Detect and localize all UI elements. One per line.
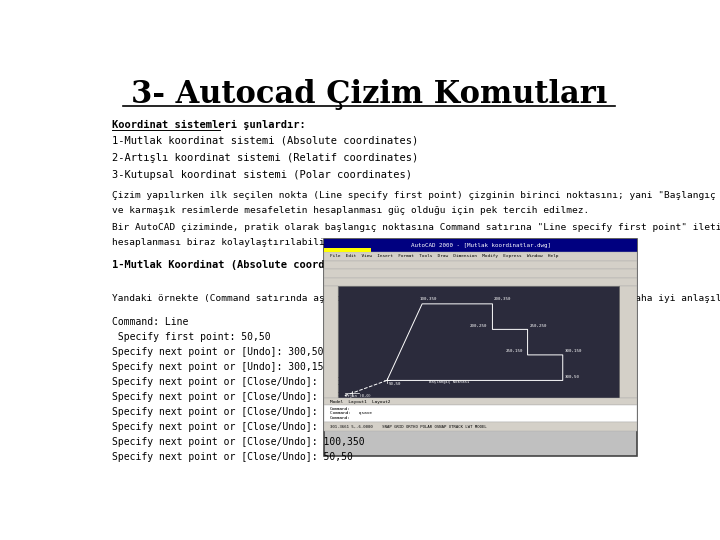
FancyBboxPatch shape xyxy=(338,286,619,399)
Text: Bir AutoCAD çiziminde, pratik olarak başlangıç noktasına Command satırına "Line : Bir AutoCAD çiziminde, pratik olarak baş… xyxy=(112,223,720,232)
Text: Specify next point or [Close/Undo]: 200,250: Specify next point or [Close/Undo]: 200,… xyxy=(112,407,365,417)
Text: Başlangıç Noktası: Başlangıç Noktası xyxy=(429,381,469,384)
Text: 200,250: 200,250 xyxy=(470,323,487,328)
FancyBboxPatch shape xyxy=(324,261,637,269)
Text: Specify next point or [Close/Undo]: 200,350: Specify next point or [Close/Undo]: 200,… xyxy=(112,422,365,432)
Text: 1-Mutlak Koordinat (Absolute coordinates) Sistemi İle Çizim: 1-Mutlak Koordinat (Absolute coordinates… xyxy=(112,258,481,270)
FancyBboxPatch shape xyxy=(324,399,637,405)
FancyBboxPatch shape xyxy=(324,239,637,456)
Text: 100,350: 100,350 xyxy=(419,298,437,301)
Text: Specify next point or [Close/Undo]: 250,150: Specify next point or [Close/Undo]: 250,… xyxy=(112,377,365,387)
Text: Specify next point or [Close/Undo]: 250,250: Specify next point or [Close/Undo]: 250,… xyxy=(112,392,365,402)
FancyBboxPatch shape xyxy=(324,239,637,252)
FancyBboxPatch shape xyxy=(619,286,637,399)
FancyBboxPatch shape xyxy=(324,405,637,422)
FancyBboxPatch shape xyxy=(324,247,372,252)
Text: Koordinat sistemleri şunlardır:: Koordinat sistemleri şunlardır: xyxy=(112,120,306,130)
Text: 3-Kutupsal koordinat sistemi (Polar coordinates): 3-Kutupsal koordinat sistemi (Polar coor… xyxy=(112,171,413,180)
Text: Model  Layout1  Layout2: Model Layout1 Layout2 xyxy=(330,400,390,403)
FancyBboxPatch shape xyxy=(324,422,637,431)
Text: Çizim yapılırken ilk seçilen nokta (Line specify first point) çizginin birinci n: Çizim yapılırken ilk seçilen nokta (Line… xyxy=(112,191,720,200)
Text: 1-Mutlak koordinat sistemi (Absolute coordinates): 1-Mutlak koordinat sistemi (Absolute coo… xyxy=(112,136,418,145)
Text: 250,150: 250,150 xyxy=(505,349,523,353)
Text: 3- Autocad Çizim Komutları: 3- Autocad Çizim Komutları xyxy=(131,79,607,110)
Text: AutoCAD 2000 - [Mutlak koordinatlar.dwg]: AutoCAD 2000 - [Mutlak koordinatlar.dwg] xyxy=(410,243,551,248)
Text: 250,250: 250,250 xyxy=(529,323,546,328)
Text: Specify next point or [Undo]: 300,150: Specify next point or [Undo]: 300,150 xyxy=(112,362,330,372)
FancyBboxPatch shape xyxy=(324,269,637,278)
Text: 200,350: 200,350 xyxy=(494,298,512,301)
Text: Command:
Command:   qsave
Command:: Command: Command: qsave Command: xyxy=(330,407,372,420)
Text: 300,50: 300,50 xyxy=(564,375,580,379)
Text: Specify next point or [Close/Undo]: 100,350: Specify next point or [Close/Undo]: 100,… xyxy=(112,437,365,447)
Text: Command: Line: Command: Line xyxy=(112,317,189,327)
Text: Specify first point: 50,50: Specify first point: 50,50 xyxy=(112,332,271,342)
Text: Specify next point or [Undo]: 300,50: Specify next point or [Undo]: 300,50 xyxy=(112,347,324,357)
FancyBboxPatch shape xyxy=(324,286,338,399)
Text: ve karmaşık resimlerde mesafeletin hesaplanması güç olduğu için pek tercih edilm: ve karmaşık resimlerde mesafeletin hesap… xyxy=(112,206,590,215)
FancyBboxPatch shape xyxy=(324,278,637,286)
Text: 300,150: 300,150 xyxy=(564,349,582,353)
Text: Yandaki örnekte (Command satırında aşağıdaki mesafeler girilerek mutlak koordina: Yandaki örnekte (Command satırında aşağı… xyxy=(112,294,720,303)
Text: 50,50: 50,50 xyxy=(389,381,401,386)
Text: hesaplanması biraz kolaylaştırılabilir.: hesaplanması biraz kolaylaştırılabilir. xyxy=(112,238,336,247)
Text: 301.3661 5,-6.0000    SNAP GRID ORTHO POLAR OSNAP OTRACK LWT MODEL: 301.3661 5,-6.0000 SNAP GRID ORTHO POLAR… xyxy=(330,424,487,429)
FancyBboxPatch shape xyxy=(324,252,637,261)
Text: File  Edit  View  Insert  Format  Tools  Draw  Dimension  Modify  Express  Windo: File Edit View Insert Format Tools Draw … xyxy=(330,254,558,259)
Text: Specify next point or [Close/Undo]: 50,50: Specify next point or [Close/Undo]: 50,5… xyxy=(112,452,354,462)
Text: Orjin (0,0): Orjin (0,0) xyxy=(345,395,371,399)
Text: 2-Artışlı koordinat sistemi (Relatif coordinates): 2-Artışlı koordinat sistemi (Relatif coo… xyxy=(112,153,418,163)
